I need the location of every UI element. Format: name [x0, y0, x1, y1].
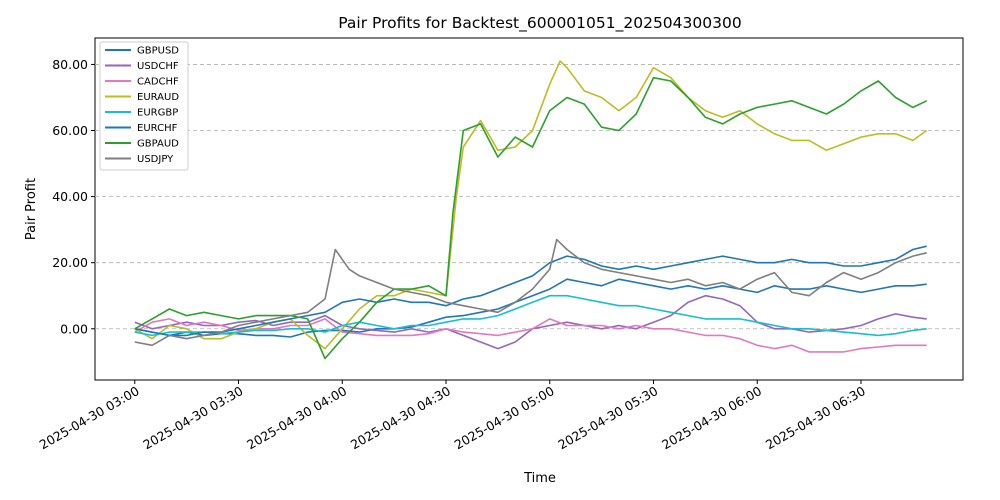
series-line-eurchf: [134, 245, 927, 337]
x-tick-label: 2025-04-30 03:30: [140, 383, 245, 452]
series-lines: [134, 60, 928, 360]
y-axis-title: Pair Profit: [24, 178, 39, 240]
gridlines: [95, 64, 963, 330]
x-tick-label: 2025-04-30 06:00: [659, 383, 764, 452]
y-tick-label: 80.00: [52, 57, 88, 72]
x-tick-label: 2025-04-30 03:00: [37, 383, 142, 452]
y-tick-label: 60.00: [52, 123, 88, 138]
chart-title: Pair Profits for Backtest_600001051_2025…: [338, 14, 741, 33]
series-line-gbpaud: [134, 76, 928, 360]
x-tick-label: 2025-04-30 06:30: [763, 383, 868, 452]
legend-label-usdchf: USDCHF: [137, 61, 179, 72]
y-tick-label: 20.00: [52, 255, 88, 270]
series-line-eurgbp: [134, 294, 927, 337]
legend: GBPUSD USDCHF CADCHF EURAUD EURGBP EURCHF GBPA…: [99, 41, 189, 171]
series-line-euraud: [134, 60, 928, 350]
x-axis-title: Time: [523, 471, 556, 486]
series-line-gbpusd: [134, 278, 927, 338]
legend-box: [99, 41, 189, 171]
plot-area-frame: [94, 37, 964, 381]
legend-label-usdjpy: USDJPY: [137, 154, 174, 165]
series-line-cadchf: [134, 318, 927, 353]
x-tick-label: 2025-04-30 05:30: [555, 383, 660, 452]
y-tick-label: 40.00: [52, 189, 88, 204]
y-axis-ticks: 0.00 20.00 40.00 60.00 80.00: [52, 57, 95, 336]
x-tick-label: 2025-04-30 05:00: [452, 383, 557, 452]
legend-label-gbpusd: GBPUSD: [137, 46, 179, 57]
legend-label-euraud: EURAUD: [137, 92, 179, 103]
x-tick-label: 2025-04-30 04:30: [348, 383, 453, 452]
x-tick-label: 2025-04-30 04:00: [244, 383, 349, 452]
legend-label-eurgbp: EURGBP: [137, 108, 178, 119]
legend-label-eurchf: EURCHF: [137, 123, 178, 134]
legend-label-gbpaud: GBPAUD: [137, 139, 179, 150]
legend-label-cadchf: CADCHF: [137, 77, 179, 88]
series-line-usdjpy: [134, 238, 927, 347]
y-tick-label: 0.00: [60, 321, 88, 336]
